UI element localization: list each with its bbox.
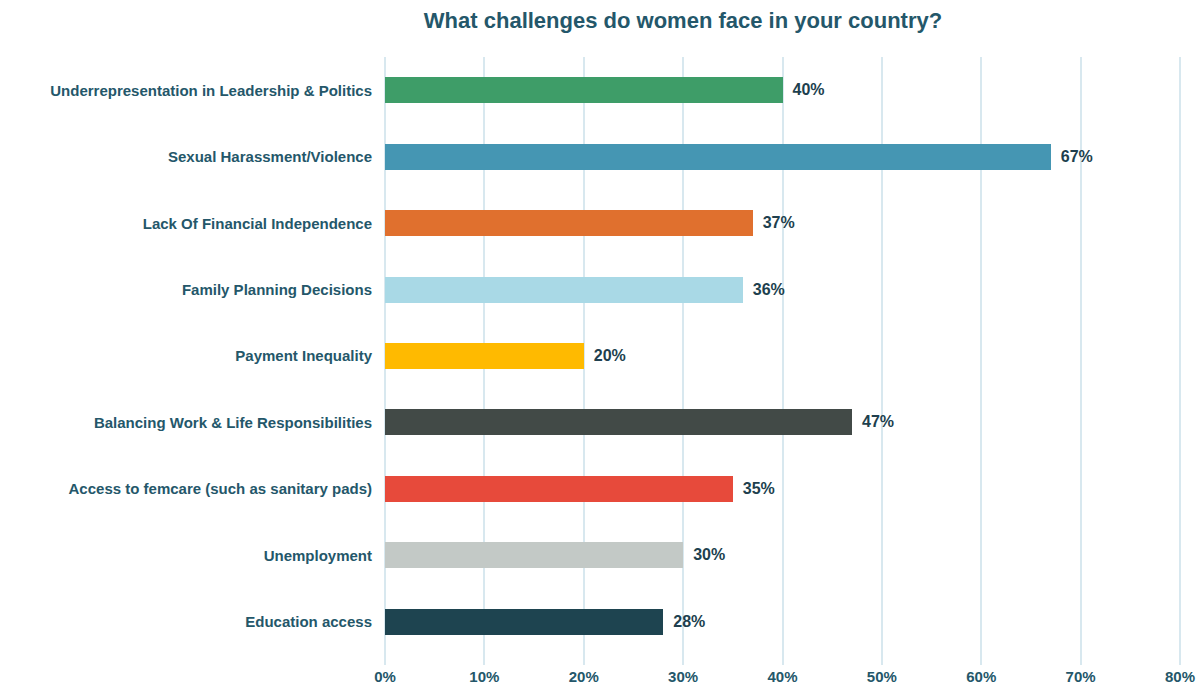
category-label: Sexual Harassment/Violence — [0, 123, 372, 189]
chart-row: 36% — [385, 256, 1180, 322]
category-label: Payment Inequality — [0, 323, 372, 389]
bar — [385, 77, 783, 103]
bar-chart: What challenges do women face in your co… — [0, 0, 1200, 697]
category-label: Education access — [0, 589, 372, 655]
bar-value-label: 30% — [693, 546, 725, 564]
bar-value-label: 37% — [763, 214, 795, 232]
bar — [385, 277, 743, 303]
x-tick-label: 70% — [1066, 668, 1096, 685]
bar — [385, 210, 753, 236]
bar — [385, 609, 663, 635]
chart-row: 37% — [385, 190, 1180, 256]
x-tick-label: 60% — [966, 668, 996, 685]
chart-title: What challenges do women face in your co… — [424, 8, 942, 34]
category-label: Family Planning Decisions — [0, 256, 372, 322]
bar — [385, 476, 733, 502]
x-tick-label: 20% — [569, 668, 599, 685]
category-label: Lack Of Financial Independence — [0, 190, 372, 256]
chart-row: 67% — [385, 123, 1180, 189]
bar — [385, 343, 584, 369]
chart-row: 20% — [385, 323, 1180, 389]
x-tick-label: 0% — [374, 668, 396, 685]
bar-value-label: 36% — [753, 281, 785, 299]
category-label: Unemployment — [0, 522, 372, 588]
x-tick-label: 40% — [767, 668, 797, 685]
bar-value-label: 40% — [793, 81, 825, 99]
x-tick-label: 80% — [1165, 668, 1195, 685]
plot-area: 40% 67% 37% 36% 20% 47% 35% 30% 28% — [385, 57, 1180, 655]
x-axis-tick-labels: 0% 10% 20% 30% 40% 50% 60% 70% 80% — [0, 668, 1200, 692]
bar-value-label: 28% — [673, 613, 705, 631]
x-tick-label: 10% — [469, 668, 499, 685]
bar — [385, 542, 683, 568]
x-tick-label: 50% — [867, 668, 897, 685]
bar — [385, 144, 1051, 170]
chart-row: 40% — [385, 57, 1180, 123]
category-label: Access to femcare (such as sanitary pads… — [0, 456, 372, 522]
bar-value-label: 35% — [743, 480, 775, 498]
chart-row: 28% — [385, 589, 1180, 655]
bar — [385, 409, 852, 435]
bar-value-label: 20% — [594, 347, 626, 365]
category-label: Underrepresentation in Leadership & Poli… — [0, 57, 372, 123]
chart-row: 47% — [385, 389, 1180, 455]
bar-value-label: 47% — [862, 413, 894, 431]
x-tick-label: 30% — [668, 668, 698, 685]
bar-value-label: 67% — [1061, 148, 1093, 166]
chart-row: 35% — [385, 456, 1180, 522]
chart-row: 30% — [385, 522, 1180, 588]
category-label: Balancing Work & Life Responsibilities — [0, 389, 372, 455]
y-axis-category-labels: Underrepresentation in Leadership & Poli… — [0, 57, 372, 655]
